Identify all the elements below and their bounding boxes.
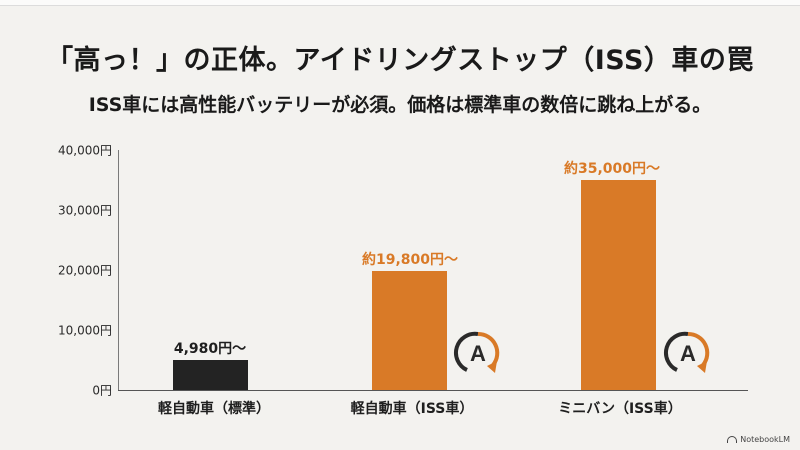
- y-tick-label: 20,000円: [58, 263, 112, 278]
- notebooklm-watermark: NotebookLM: [727, 435, 790, 444]
- page-title: 「高っ！」の正体。アイドリングストップ（ISS）車の罠: [46, 45, 754, 76]
- y-tick-label: 30,000円: [58, 203, 112, 218]
- top-border: [0, 0, 800, 6]
- category-label: 軽自動車（ISS車）: [350, 401, 474, 417]
- svg-text:A: A: [470, 341, 486, 366]
- y-tick-label: 40,000円: [58, 143, 112, 158]
- bar-value-label: 約19,800円〜: [361, 252, 459, 268]
- auto-stop-start-icon: A: [663, 331, 710, 373]
- bar-iss-kei: [372, 271, 447, 390]
- bar-iss-minivan: [581, 180, 656, 390]
- bar-standard-kei: [173, 360, 248, 390]
- category-label: ミニバン（ISS車）: [558, 401, 682, 417]
- y-tick-label: 10,000円: [58, 323, 112, 338]
- bar-value-label: 4,980円〜: [173, 341, 247, 357]
- page-subtitle: ISS車には高性能バッテリーが必須。価格は標準車の数倍に跳ね上がる。: [88, 94, 712, 116]
- watermark-text: NotebookLM: [740, 435, 790, 444]
- category-label: 軽自動車（標準）: [158, 401, 270, 417]
- x-axis: [118, 390, 748, 391]
- auto-stop-start-icon: A: [453, 331, 500, 373]
- svg-text:A: A: [680, 341, 696, 366]
- y-axis: [118, 150, 119, 390]
- notebooklm-logo-icon: [727, 436, 738, 443]
- bar-value-label: 約35,000円〜: [563, 161, 661, 177]
- y-tick-label: 0円: [92, 383, 112, 398]
